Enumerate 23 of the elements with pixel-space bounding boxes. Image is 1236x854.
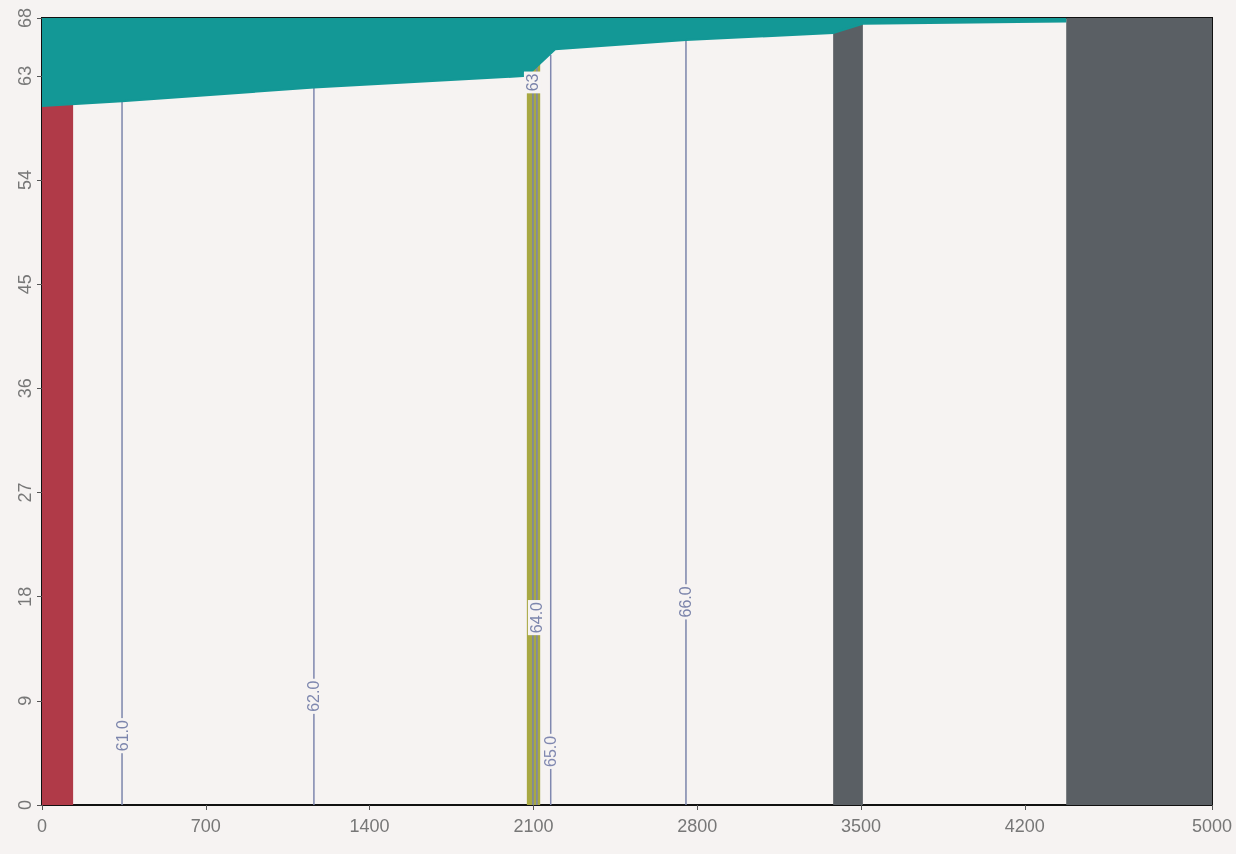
text: 64.0 [528,601,546,634]
y-tick-label: 68 [15,7,35,29]
text: 61.0 [113,719,131,752]
text: 63 [524,73,542,92]
text: 65.0 [542,735,560,767]
y-tick-label: 18 [15,586,35,607]
x-tick-label: 700 [190,816,221,836]
x-tick-label: 2800 [677,816,718,836]
x-tick-label: 1400 [349,816,390,836]
y-tick-label: 9 [15,695,35,706]
y-tick-label: 0 [15,799,35,811]
x-tick-label: 0 [36,816,48,836]
y-tick-label: 36 [15,378,35,399]
y-tick-label: 45 [15,274,35,295]
y-tick-label: 63 [15,65,35,86]
text: 66.0 [677,586,695,618]
text: 62.0 [305,680,323,712]
x-tick-label: 2100 [513,816,554,836]
y-tick-label: 27 [15,482,35,503]
y-tick-label: 54 [15,170,35,191]
x-tick-label: 4200 [1004,816,1045,836]
x-tick-label: 3500 [840,816,882,836]
x-tick-label: 5000 [1191,816,1233,836]
